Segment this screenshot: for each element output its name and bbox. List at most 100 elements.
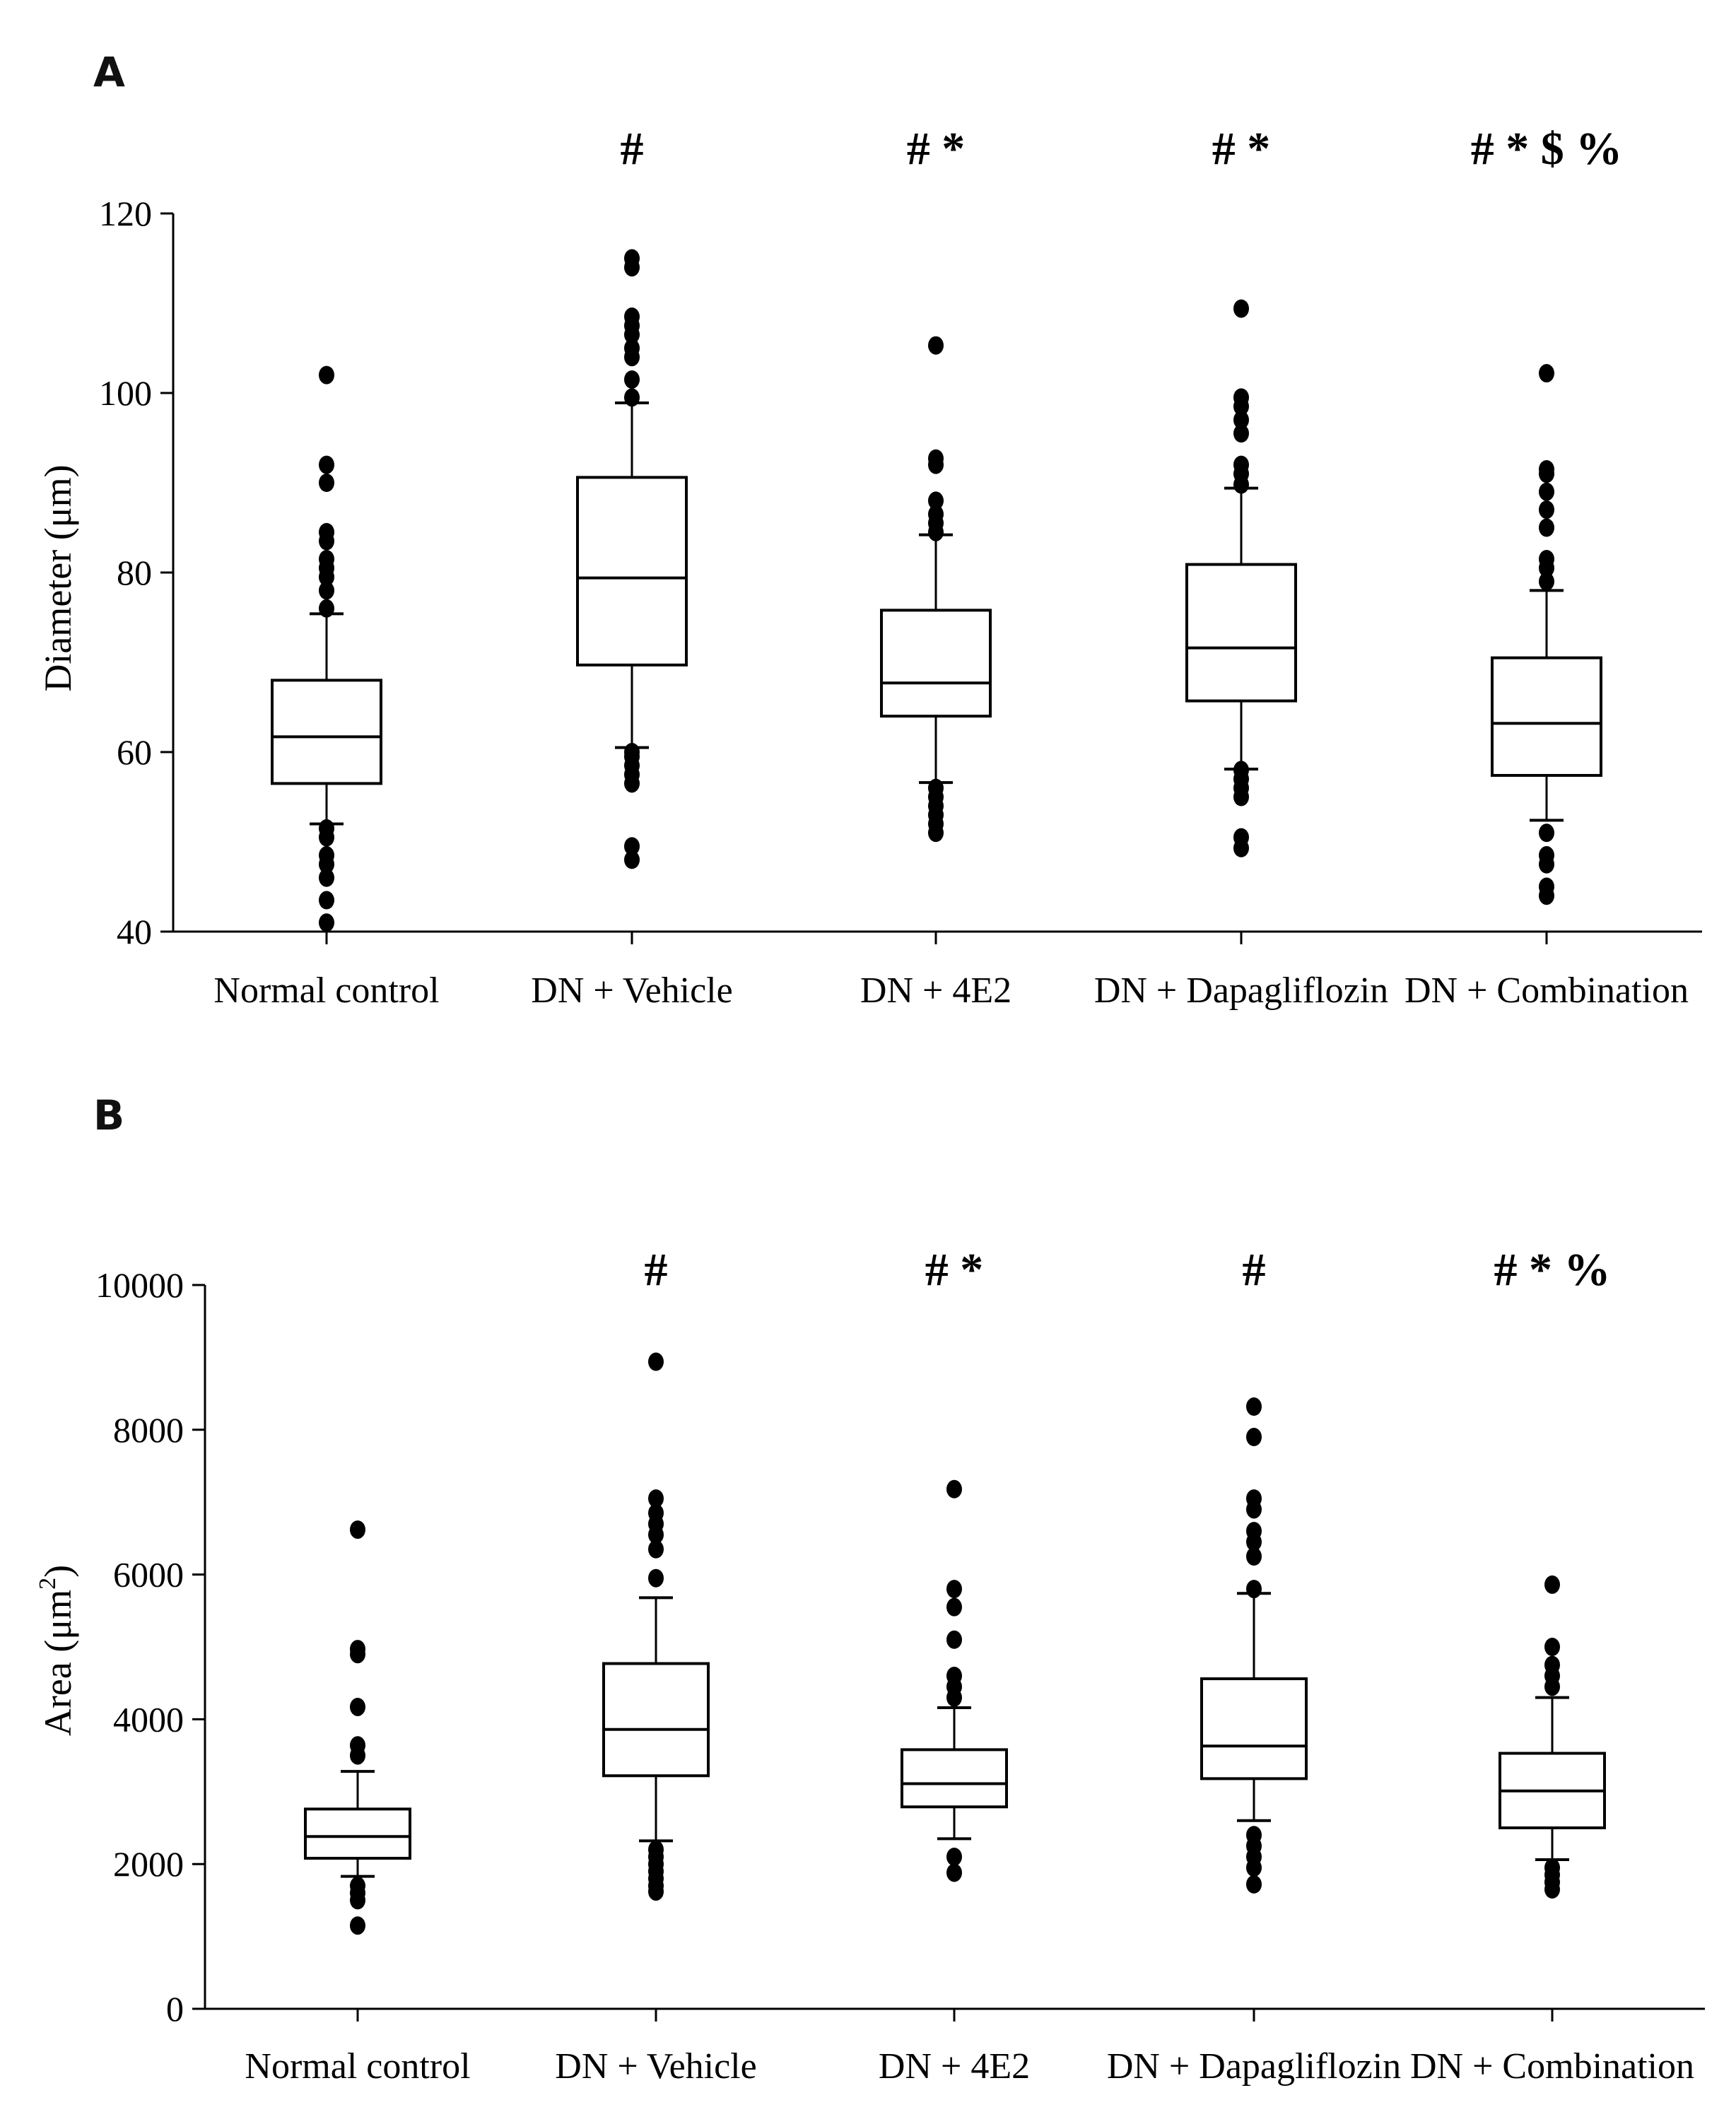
panel-a-outlier-point xyxy=(319,581,334,600)
panel-a-outlier-point xyxy=(319,846,334,865)
panel-a-outlier-point xyxy=(1539,459,1554,479)
panel-a-outlier-point xyxy=(319,522,334,541)
panel-b-category-label: DN + Combination xyxy=(1410,2046,1694,2087)
panel-a-outlier-point xyxy=(624,743,640,761)
panel-a-outlier-point xyxy=(1539,518,1554,537)
panel-b-outlier-point xyxy=(1246,1489,1262,1508)
panel-b-outlier-point xyxy=(946,1847,962,1866)
panel-a-y-tick-label: 120 xyxy=(99,194,152,233)
panel-a-outlier-point xyxy=(1233,411,1249,430)
panel-b-y-tick-label: 0 xyxy=(166,1989,184,2029)
panel-a-outlier-point xyxy=(319,868,334,887)
panel-a-outlier-point xyxy=(624,307,640,327)
panel-b: B Area (μm2) 0 2000 4000 6000 8000 10000 Norma… xyxy=(35,1091,1705,2087)
panel-b-outlier-point xyxy=(648,1352,664,1371)
panel-b-outlier-point xyxy=(1544,1858,1560,1877)
panel-b-outlier-point xyxy=(648,1840,664,1859)
panel-b-y-tick-label: 2000 xyxy=(113,1844,184,1884)
panel-a-outlier-point xyxy=(624,370,640,389)
panel-a-outlier-point xyxy=(319,819,334,838)
panel-a-label: A xyxy=(93,48,125,96)
panel-a-outlier-point xyxy=(319,549,334,568)
panel-b-y-tick-label: 4000 xyxy=(113,1699,184,1739)
panel-a-y-axis-title: Diameter (μm) xyxy=(37,464,79,691)
panel-b-category-label: DN + Vehicle xyxy=(555,2046,756,2087)
panel-a-category-label: Normal control xyxy=(213,970,439,1011)
panel-a-outlier-point xyxy=(319,913,334,932)
panel-a-outlier-point xyxy=(624,249,640,268)
panel-a-category-label: DN + Dapagliflozin xyxy=(1094,970,1388,1011)
panel-a-outlier-point xyxy=(1233,388,1249,407)
panel-b-outlier-point xyxy=(350,1640,365,1659)
panel-a-outlier-point xyxy=(1539,877,1554,896)
panel-a-significance-label: # xyxy=(621,123,644,175)
panel-b-outlier-point xyxy=(1544,1655,1560,1674)
panel-b-outlier-point xyxy=(648,1503,664,1523)
panel-a-box xyxy=(880,609,992,718)
panel-b-y-tick-label: 8000 xyxy=(113,1410,184,1450)
panel-a-outlier-point xyxy=(1233,828,1249,847)
panel-b-outlier-point xyxy=(648,1568,664,1588)
panel-a-outlier-point xyxy=(928,336,944,355)
panel-b-outlier-point xyxy=(1246,1580,1262,1599)
panel-b-outlier-point xyxy=(350,1520,365,1539)
panel-a-outlier-point xyxy=(624,339,640,358)
panel-b-significance-label: # * xyxy=(925,1244,984,1296)
panel-a-outlier-point xyxy=(928,778,944,797)
panel-b-y-axis-title-main: Area (μm xyxy=(37,1590,79,1736)
panel-b-box xyxy=(901,1748,1008,1809)
panel-b-y-axis-title-sup: 2 xyxy=(35,1578,61,1590)
panel-a-category-label: DN + 4E2 xyxy=(860,970,1011,1011)
panel-b-outlier-point xyxy=(1246,1397,1262,1416)
panel-b-significance-label: # * % xyxy=(1494,1244,1611,1296)
panel-b-outlier-point xyxy=(946,1597,962,1617)
panel-b-outlier-point xyxy=(350,1697,365,1716)
panel-a-outlier-point xyxy=(319,891,334,910)
panel-a-outlier-point xyxy=(928,449,944,468)
panel-b-category-label: Normal control xyxy=(245,2046,470,2087)
panel-a-outlier-point xyxy=(1539,482,1554,501)
panel-a-outlier-point xyxy=(319,474,334,492)
panel-b-outlier-point xyxy=(946,1666,962,1685)
panel-a-y-tick-label: 60 xyxy=(117,732,152,772)
panel-a-outlier-point xyxy=(624,850,640,869)
panel-b-outlier-point xyxy=(1246,1547,1262,1566)
panel-b-y-tick-label: 10000 xyxy=(95,1265,184,1305)
panel-b-outlier-point xyxy=(946,1630,962,1649)
panel-b-outlier-point xyxy=(350,1916,365,1935)
panel-b-outlier-point xyxy=(1544,1638,1560,1656)
panel-a-outlier-point xyxy=(928,491,944,510)
panel-a-outlier-point xyxy=(624,388,640,407)
panel-b-outlier-point xyxy=(1246,1826,1262,1845)
panel-a-significance-label: # * xyxy=(907,123,966,175)
panel-a-outlier-point xyxy=(1539,500,1554,520)
panel-b-outlier-point xyxy=(350,1736,365,1755)
panel-a-outlier-point xyxy=(1539,823,1554,843)
panel-b-outlier-point xyxy=(946,1479,962,1498)
panel-a-outlier-point xyxy=(1539,572,1554,591)
panel-a-outlier-point xyxy=(1539,846,1554,865)
panel-a-outlier-point xyxy=(624,837,640,856)
panel-a-outlier-point xyxy=(1539,549,1554,568)
panel-b-significance-label: # xyxy=(1243,1244,1266,1296)
panel-b-y-axis-title: Area (μm2) xyxy=(35,1565,79,1736)
panel-a-y-tick-label: 40 xyxy=(117,912,152,951)
panel-a-outlier-point xyxy=(1233,455,1249,474)
panel-a-category-label: DN + Combination xyxy=(1404,970,1689,1011)
panel-a-outlier-point xyxy=(319,365,334,385)
panel-b-outlier-point xyxy=(648,1489,664,1508)
panel-a-outlier-point xyxy=(319,455,334,474)
panel-b-outlier-point xyxy=(1246,1522,1262,1541)
panel-b-outlier-point xyxy=(946,1580,962,1599)
panel-a-outlier-point xyxy=(1233,761,1249,780)
panel-a-outlier-point xyxy=(1233,424,1249,443)
panel-a-category-label: DN + Vehicle xyxy=(531,970,732,1011)
panel-b-box xyxy=(602,1662,710,1778)
panel-b-outlier-point xyxy=(1246,1428,1262,1447)
panel-a-outlier-point xyxy=(928,505,944,524)
panel-b-outlier-point xyxy=(946,1863,962,1882)
panel-b-category-label: DN + 4E2 xyxy=(879,2046,1030,2087)
panel-a-y-tick-label: 80 xyxy=(117,553,152,592)
